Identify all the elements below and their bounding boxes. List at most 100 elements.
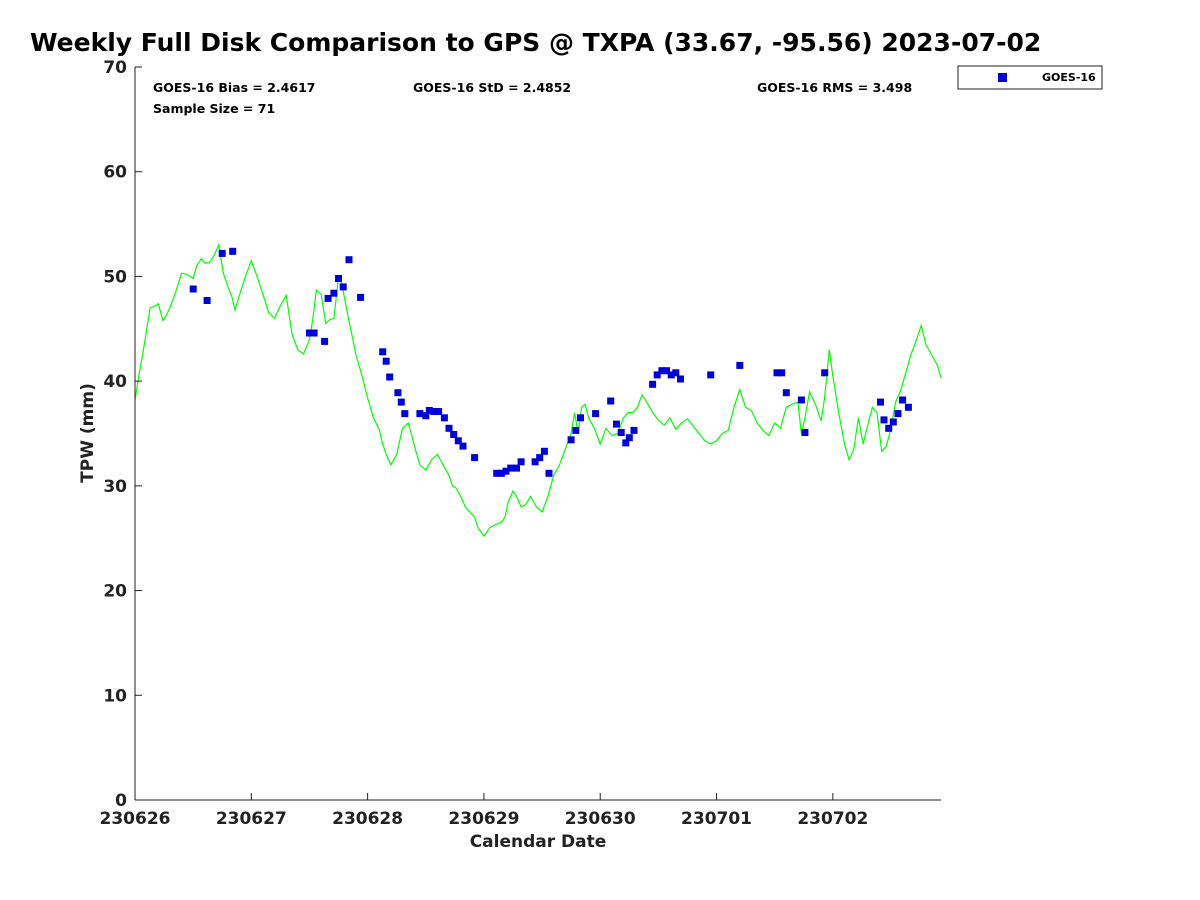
goes16-point bbox=[545, 469, 553, 477]
goes16-point bbox=[567, 436, 575, 444]
goes16-point bbox=[531, 458, 539, 466]
x-tick-label: 230630 bbox=[565, 809, 636, 829]
goes16-point bbox=[801, 429, 809, 436]
legend-box bbox=[957, 65, 1103, 90]
legend: GOES-16 bbox=[957, 65, 1103, 90]
goes16-point bbox=[540, 447, 548, 455]
goes16-point bbox=[797, 396, 805, 404]
y-axis-title: TPW (mm) bbox=[78, 383, 98, 483]
goes16-point bbox=[613, 420, 620, 428]
x-tick-label: 230626 bbox=[100, 809, 171, 829]
y-tick-label: 30 bbox=[103, 477, 127, 497]
y-ticks: 0 10 20 30 40 50 60 70 bbox=[103, 58, 142, 811]
goes16-point bbox=[330, 289, 338, 297]
goes16-point bbox=[397, 398, 405, 406]
stat-std: GOES-16 StD = 2.4852 bbox=[413, 80, 571, 95]
stat-bias: GOES-16 Bias = 2.4617 bbox=[153, 80, 315, 95]
goes16-point bbox=[904, 403, 912, 411]
goes16-point bbox=[622, 439, 630, 447]
goes16-point bbox=[572, 426, 580, 434]
x-tick-label: 230702 bbox=[797, 809, 868, 829]
goes16-point bbox=[899, 396, 907, 404]
goes16-point bbox=[471, 454, 479, 462]
goes16-point bbox=[382, 357, 390, 365]
chart-title: Weekly Full Disk Comparison to GPS @ TXP… bbox=[30, 28, 1042, 57]
gps-tpw-line bbox=[134, 242, 942, 538]
goes16-point bbox=[894, 410, 902, 418]
goes16-point bbox=[778, 369, 786, 377]
goes16-point bbox=[229, 247, 237, 255]
goes16-point bbox=[625, 434, 633, 442]
goes16-point bbox=[459, 442, 467, 450]
y-tick-label: 60 bbox=[103, 163, 127, 183]
goes16-point bbox=[401, 410, 409, 418]
goes16-point bbox=[536, 454, 544, 462]
y-tick-label: 0 bbox=[115, 791, 127, 811]
goes16-point bbox=[324, 294, 332, 302]
goes16-point bbox=[422, 412, 430, 420]
y-tick-label: 50 bbox=[103, 267, 127, 287]
x-tick-label: 230701 bbox=[681, 809, 752, 829]
goes16-point bbox=[880, 416, 888, 424]
gps-line-layer bbox=[134, 242, 942, 538]
goes16-point bbox=[782, 389, 790, 397]
goes16-point bbox=[513, 464, 520, 472]
goes16-point bbox=[663, 367, 670, 375]
goes16-point bbox=[877, 398, 884, 406]
goes16-point bbox=[310, 329, 318, 337]
goes16-point bbox=[394, 389, 402, 397]
y-tick-label: 10 bbox=[103, 686, 127, 706]
goes16-point bbox=[379, 348, 387, 356]
goes16-point bbox=[218, 249, 226, 257]
goes16-point bbox=[450, 431, 458, 438]
plot-area-background bbox=[135, 67, 941, 800]
goes16-point bbox=[203, 297, 211, 304]
y-tick-label: 70 bbox=[103, 58, 127, 78]
goes16-point bbox=[707, 371, 715, 379]
goes16-point bbox=[435, 408, 443, 415]
goes16-point bbox=[386, 373, 394, 381]
goes16-point bbox=[497, 469, 505, 477]
goes16-point bbox=[321, 337, 329, 345]
goes16-point bbox=[425, 407, 433, 414]
goes16-point bbox=[649, 380, 657, 388]
goes16-point bbox=[677, 375, 684, 383]
goes16-point bbox=[440, 414, 448, 422]
goes16-point bbox=[672, 369, 680, 377]
goes16-point bbox=[416, 410, 424, 418]
stat-sample-size: Sample Size = 71 bbox=[153, 101, 275, 116]
x-ticks: 230626 230627 230628 230629 230630 230701 2307… bbox=[100, 793, 868, 829]
x-tick-label: 230628 bbox=[332, 809, 403, 829]
goes16-point bbox=[667, 371, 675, 379]
goes16-point bbox=[493, 469, 501, 477]
goes16-point bbox=[335, 275, 342, 282]
goes16-point bbox=[653, 371, 661, 379]
goes16-point bbox=[592, 410, 600, 418]
goes16-point bbox=[357, 293, 365, 301]
goes16-point bbox=[773, 369, 781, 377]
legend-label-goes16: GOES-16 bbox=[1042, 71, 1096, 84]
x-axis-title: Calendar Date bbox=[470, 832, 607, 852]
goes16-point bbox=[821, 369, 829, 377]
y-tick-label: 40 bbox=[103, 372, 127, 392]
goes16-point bbox=[445, 424, 453, 432]
goes16-point bbox=[430, 408, 438, 415]
goes16-point bbox=[885, 424, 893, 432]
goes16-point bbox=[607, 397, 615, 405]
goes16-point bbox=[507, 464, 515, 472]
goes16-point bbox=[630, 426, 638, 434]
goes16-point bbox=[736, 361, 744, 369]
y-tick-label: 20 bbox=[103, 582, 127, 602]
goes16-point bbox=[658, 367, 666, 375]
goes16-point bbox=[617, 429, 625, 436]
goes16-point bbox=[577, 414, 584, 422]
x-tick-label: 230627 bbox=[216, 809, 287, 829]
goes16-points-layer bbox=[189, 247, 912, 477]
goes16-point bbox=[454, 437, 462, 445]
goes16-point bbox=[517, 458, 525, 466]
legend-marker-goes16 bbox=[998, 73, 1007, 82]
goes16-point bbox=[339, 283, 347, 291]
goes16-point bbox=[306, 329, 313, 337]
x-tick-label: 230629 bbox=[448, 809, 519, 829]
